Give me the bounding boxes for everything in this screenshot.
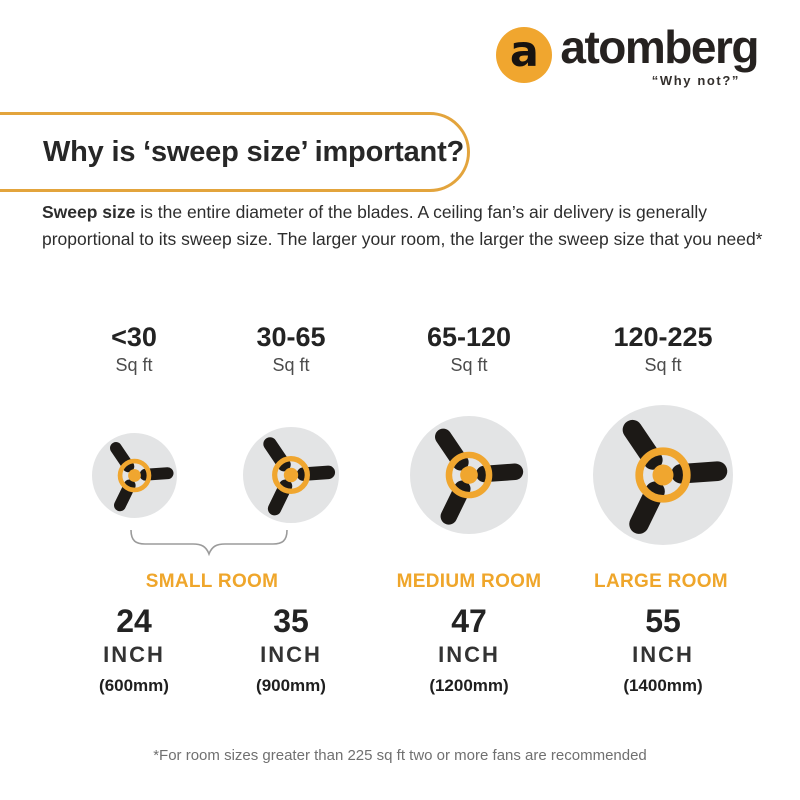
sqft-value: 120-225 <box>613 322 713 352</box>
column-30-65-sqft: 30-65 Sq ft <box>201 322 381 573</box>
footnote: *For room sizes greater than 225 sq ft t… <box>153 747 647 764</box>
column-120-225-sqft: 120-225 Sq ft <box>573 322 753 573</box>
sqft-unit: Sq ft <box>115 355 153 376</box>
inch-value: 35 <box>273 603 309 639</box>
small-room-brace-icon <box>129 529 289 565</box>
fan-illustration <box>44 377 224 573</box>
sqft-unit: Sq ft <box>644 355 682 376</box>
logo-text: atomberg “Why not?” <box>560 21 759 88</box>
room-label-medium: MEDIUM ROOM <box>396 571 542 592</box>
inch-value: 47 <box>451 603 487 639</box>
room-label-large: LARGE ROOM <box>594 571 728 592</box>
sqft-value: 65-120 <box>426 322 512 352</box>
mm-value: (900mm) <box>256 676 326 696</box>
ceiling-fan-icon <box>91 432 177 518</box>
ceiling-fan-icon <box>593 405 733 546</box>
size-block-35-inch: 35 INCH (900mm) <box>201 603 381 696</box>
mm-value: (600mm) <box>99 676 169 696</box>
column-under-30-sqft: <30 Sq ft <box>44 322 224 573</box>
brand-tagline: “Why not?” <box>651 73 740 88</box>
sqft-unit: Sq ft <box>272 355 310 376</box>
mm-value: (1400mm) <box>623 676 703 696</box>
intro-line2: proportional to its sweep size. The larg… <box>42 229 763 250</box>
size-block-24-inch: 24 INCH (600mm) <box>44 603 224 696</box>
fan-illustration <box>201 377 381 573</box>
room-label-small: SMALL ROOM <box>145 571 279 592</box>
page-title: Why is ‘sweep size’ important? <box>43 135 465 168</box>
mm-value: (1200mm) <box>429 676 509 696</box>
title-banner: Why is ‘sweep size’ important? <box>0 112 470 192</box>
brand-name: atomberg <box>560 21 759 73</box>
intro-text: Sweep size is the entire diameter of the… <box>42 199 766 253</box>
size-block-47-inch: 47 INCH (1200mm) <box>379 603 559 696</box>
fan-illustration <box>573 377 753 573</box>
intro-bold-term: Sweep size <box>42 202 136 222</box>
inch-label: INCH <box>260 642 322 668</box>
sqft-value: <30 <box>111 322 157 352</box>
fan-illustration <box>379 377 559 573</box>
logo-letter: a <box>509 27 539 77</box>
size-block-55-inch: 55 INCH (1400mm) <box>573 603 753 696</box>
brand-logo: a atomberg “Why not?” <box>496 21 759 88</box>
inch-label: INCH <box>438 642 500 668</box>
atomberg-a-icon: a <box>496 27 553 83</box>
sqft-unit: Sq ft <box>450 355 488 376</box>
inch-value: 24 <box>116 603 152 639</box>
inch-label: INCH <box>632 642 694 668</box>
inch-value: 55 <box>645 603 681 639</box>
ceiling-fan-icon <box>243 427 339 524</box>
intro-line1: is the entire diameter of the blades. A … <box>135 202 708 222</box>
ceiling-fan-icon <box>410 416 528 535</box>
column-65-120-sqft: 65-120 Sq ft <box>379 322 559 573</box>
sqft-value: 30-65 <box>256 322 326 352</box>
inch-label: INCH <box>103 642 165 668</box>
